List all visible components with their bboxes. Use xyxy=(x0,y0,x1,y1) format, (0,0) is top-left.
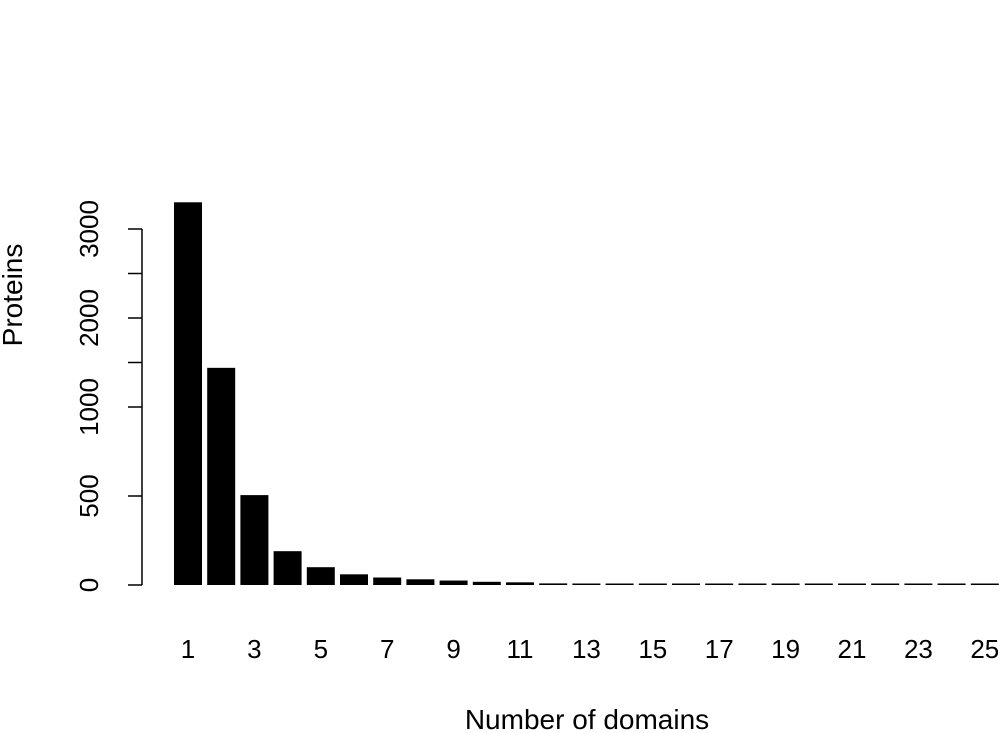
bar-23 xyxy=(904,583,933,585)
bar-8 xyxy=(406,579,435,585)
y-tick-label-2000: 2000 xyxy=(74,289,104,347)
x-tick-label-23: 23 xyxy=(904,634,933,664)
y-tick-label-1000: 1000 xyxy=(74,378,104,436)
x-tick-label-21: 21 xyxy=(838,634,867,664)
bar-14 xyxy=(605,583,634,585)
bar-15 xyxy=(638,583,667,585)
x-tick-label-7: 7 xyxy=(380,634,394,664)
y-tick-label-0: 0 xyxy=(74,578,104,592)
y-axis-title: Proteins xyxy=(0,244,28,347)
bars-group xyxy=(174,202,999,586)
bar-21 xyxy=(838,583,866,585)
bar-25 xyxy=(970,583,999,585)
bar-16 xyxy=(672,583,700,585)
bar-17 xyxy=(705,583,734,585)
x-axis: 1 3 5 7 9 11 13 15 17 19 21 23 25 xyxy=(181,634,999,664)
bar-11 xyxy=(506,582,534,585)
bar-4 xyxy=(273,551,302,585)
x-tick-label-13: 13 xyxy=(572,634,601,664)
bar-13 xyxy=(572,583,601,585)
x-tick-label-25: 25 xyxy=(970,634,999,664)
bar-10 xyxy=(472,581,501,585)
bar-18 xyxy=(738,583,767,585)
bar-12 xyxy=(539,583,568,585)
bar-7 xyxy=(373,577,402,585)
y-tick-label-500: 500 xyxy=(74,474,104,517)
x-tick-label-15: 15 xyxy=(638,634,667,664)
bar-2 xyxy=(207,367,236,585)
bar-3 xyxy=(240,495,269,585)
bar-1 xyxy=(174,202,202,586)
x-tick-label-3: 3 xyxy=(247,634,261,664)
bar-6 xyxy=(340,574,368,585)
y-tick-label-3000: 3000 xyxy=(74,200,104,258)
bar-19 xyxy=(771,583,800,585)
x-tick-label-19: 19 xyxy=(771,634,800,664)
x-tick-label-17: 17 xyxy=(705,634,734,664)
bar-22 xyxy=(871,583,900,585)
x-tick-label-11: 11 xyxy=(507,634,534,664)
bar-9 xyxy=(439,580,468,585)
x-tick-label-1: 1 xyxy=(181,634,195,664)
x-axis-title: Number of domains xyxy=(465,704,709,733)
bar-5 xyxy=(306,567,335,585)
y-axis: 0 500 1000 2000 3000 xyxy=(74,200,143,592)
bar-24 xyxy=(937,583,966,585)
x-tick-label-5: 5 xyxy=(314,634,328,664)
bar-20 xyxy=(804,583,833,585)
x-tick-label-9: 9 xyxy=(446,634,460,664)
